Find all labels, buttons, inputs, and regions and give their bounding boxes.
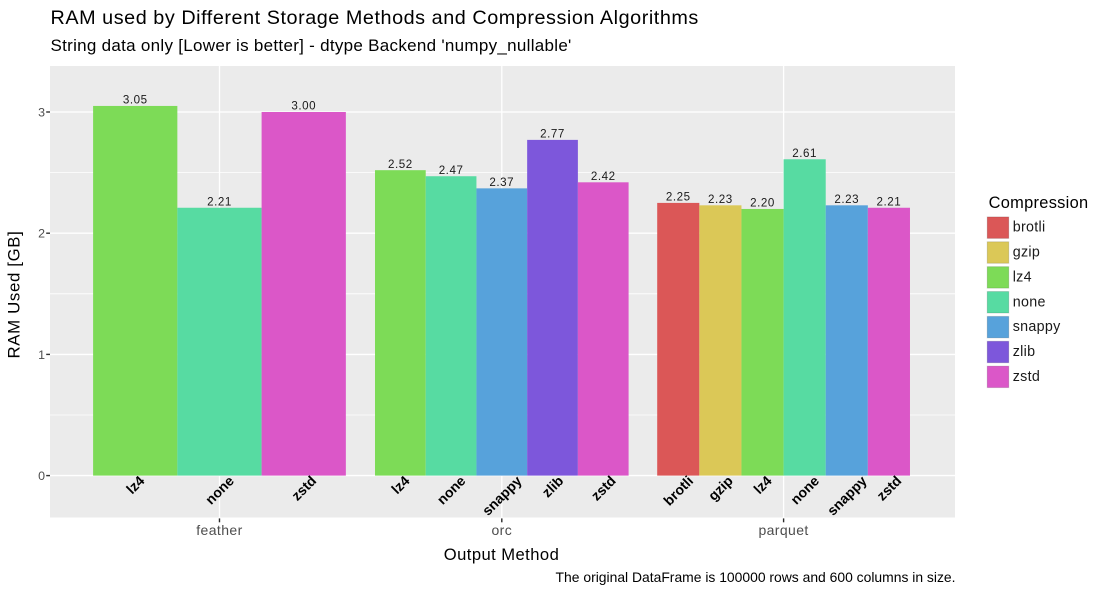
svg-text:2: 2 (38, 227, 45, 241)
svg-text:RAM Used [GB]: RAM Used [GB] (5, 231, 24, 359)
svg-text:zstd: zstd (1013, 369, 1040, 385)
svg-text:none: none (1013, 294, 1046, 310)
svg-text:3.05: 3.05 (123, 94, 148, 107)
svg-text:0: 0 (38, 469, 45, 483)
svg-text:2.23: 2.23 (708, 193, 733, 206)
svg-text:1: 1 (38, 348, 45, 362)
svg-text:feather: feather (196, 522, 242, 538)
svg-text:2.52: 2.52 (388, 158, 413, 171)
svg-text:zlib: zlib (1013, 344, 1036, 360)
svg-text:2.23: 2.23 (834, 193, 859, 206)
svg-text:snappy: snappy (1013, 319, 1061, 335)
svg-text:2.25: 2.25 (666, 191, 691, 204)
svg-text:orc: orc (491, 522, 512, 538)
svg-text:Compression: Compression (989, 194, 1089, 212)
svg-text:2.47: 2.47 (439, 164, 464, 177)
svg-text:2.21: 2.21 (877, 195, 902, 208)
svg-text:brotli: brotli (1013, 220, 1046, 236)
svg-text:String data only [Lower is bet: String data only [Lower is better] - dty… (51, 36, 572, 55)
svg-text:gzip: gzip (1013, 245, 1040, 261)
svg-text:Output Method: Output Method (444, 545, 560, 564)
svg-text:2.37: 2.37 (489, 176, 514, 189)
svg-text:2.42: 2.42 (591, 170, 616, 183)
svg-text:RAM used by Different Storage: RAM used by Different Storage Methods an… (51, 7, 699, 29)
svg-text:lz4: lz4 (1013, 269, 1032, 285)
svg-text:2.61: 2.61 (792, 147, 817, 160)
svg-text:2.21: 2.21 (207, 195, 232, 208)
svg-text:3.00: 3.00 (291, 100, 316, 113)
svg-text:2.20: 2.20 (750, 197, 775, 210)
svg-text:The original DataFrame is 1000: The original DataFrame is 100000 rows an… (556, 569, 956, 585)
svg-text:3: 3 (38, 105, 45, 119)
svg-text:parquet: parquet (758, 522, 808, 538)
svg-text:2.77: 2.77 (540, 128, 565, 141)
